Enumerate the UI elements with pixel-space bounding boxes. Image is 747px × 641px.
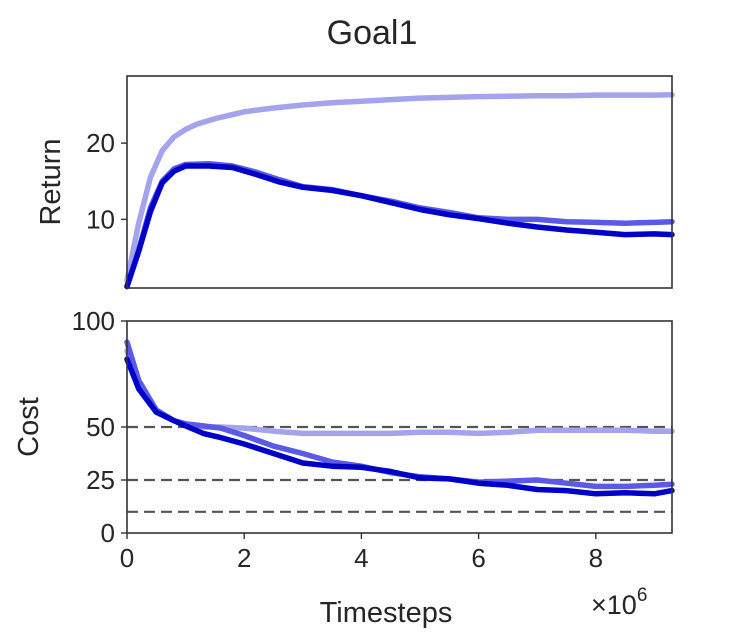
x-multiplier-exponent: 6 bbox=[637, 585, 648, 606]
x-axis-label: Timesteps bbox=[320, 597, 453, 629]
cost-y-tick-label: 100 bbox=[72, 306, 115, 336]
cost-y-axis-label: Cost bbox=[13, 397, 45, 457]
return-series-group bbox=[124, 91, 675, 290]
return-y-tick-label: 20 bbox=[86, 128, 115, 158]
x-tick-label: 6 bbox=[471, 543, 485, 573]
cost-reference-lines bbox=[127, 425, 672, 513]
return-panel-frame bbox=[126, 75, 673, 289]
cost-series-group bbox=[124, 339, 675, 497]
cost-series-line bbox=[124, 356, 675, 497]
return-series-line bbox=[124, 160, 675, 290]
return-series-line bbox=[124, 91, 675, 284]
cost-y-tick-label: 50 bbox=[86, 412, 115, 442]
return-y-tick-label: 10 bbox=[86, 204, 115, 234]
cost-y-ticks: 0 25 50 100 bbox=[72, 306, 127, 548]
return-panel: 10 20 Return bbox=[35, 75, 675, 290]
x-multiplier-base: ×10 bbox=[591, 590, 637, 620]
cost-y-tick-label: 25 bbox=[86, 465, 115, 495]
cost-series-line bbox=[124, 347, 675, 437]
x-tick-label: 0 bbox=[120, 543, 134, 573]
return-y-axis-label: Return bbox=[35, 138, 67, 225]
return-series-line bbox=[124, 163, 675, 290]
x-axis-ticks: 0 2 4 6 8 bbox=[120, 533, 603, 573]
x-tick-label: 2 bbox=[237, 543, 251, 573]
cost-panel: 0 25 50 100 Cost bbox=[13, 306, 675, 548]
return-y-ticks: 10 20 bbox=[86, 128, 127, 234]
x-axis-multiplier: ×106 bbox=[591, 585, 647, 620]
x-tick-label: 8 bbox=[589, 543, 603, 573]
cost-y-tick-label: 0 bbox=[101, 518, 115, 548]
cost-series-line bbox=[124, 339, 675, 490]
x-tick-label: 4 bbox=[354, 543, 368, 573]
chart-title: Goal1 bbox=[327, 14, 418, 52]
